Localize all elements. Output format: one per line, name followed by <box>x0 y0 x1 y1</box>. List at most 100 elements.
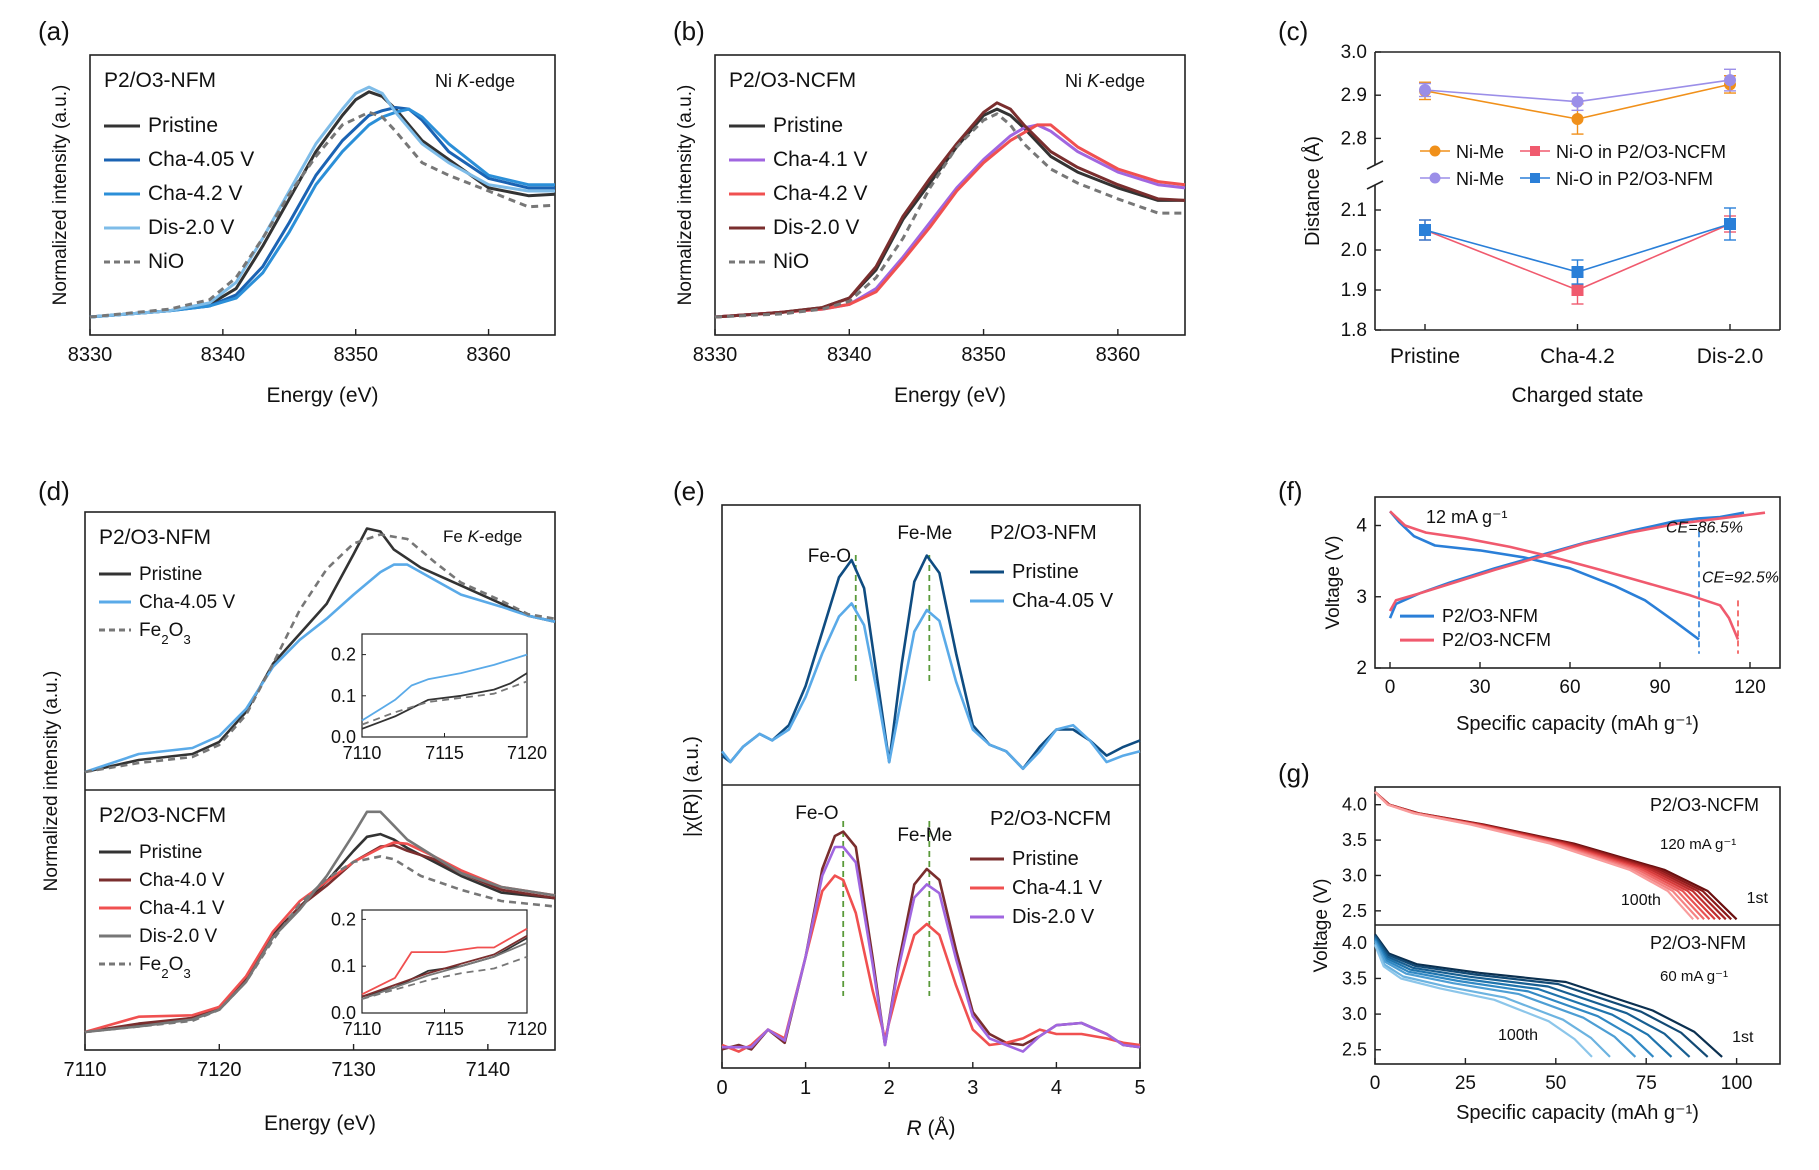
panel-d-inset-series-line <box>361 927 528 996</box>
panel-b-legend-label: Pristine <box>773 114 843 137</box>
panel-g-xtick-label: 25 <box>1455 1073 1476 1094</box>
panel-a-series-line <box>89 106 555 319</box>
panel-d-inset-xtick-label: 7110 <box>343 743 382 763</box>
panel-g-bottom-first-label: 1st <box>1732 1029 1754 1046</box>
panel-d-top-legend-label: Cha-4.05 V <box>139 592 235 613</box>
panel-d-inset-ytick-label: 0.1 <box>331 686 356 706</box>
panel-e-bottom-peak-label: Fe-O <box>795 803 838 824</box>
panel-a-legend-label: NiO <box>148 250 184 273</box>
panel-a-xtick-label: 8350 <box>333 344 378 366</box>
panel-f-ytick-label: 2 <box>1356 658 1367 679</box>
panel-g-xtick-label: 50 <box>1545 1073 1566 1094</box>
panel-f-series-line <box>1388 511 1766 612</box>
panel-d-top-title: P2/O3-NFM <box>99 526 211 549</box>
panel-e-xtick-label: 4 <box>1051 1077 1062 1099</box>
panel-d-xtick-label: 7140 <box>466 1059 511 1081</box>
panel-d-bottom-legend-label: Cha-4.0 V <box>139 870 225 891</box>
panel-a-series-line <box>89 85 555 319</box>
panel-b-series-line <box>714 112 1185 319</box>
panel-b-edge-label: Ni K-edge <box>1065 71 1145 91</box>
panel-f-ytick-label: 4 <box>1356 516 1367 537</box>
panel-e-top-legend-label: Cha-4.05 V <box>1012 590 1114 612</box>
panel-d-top-inset-frame <box>361 633 528 738</box>
panel-e-xtick-label: 2 <box>884 1077 895 1099</box>
panel-d-bottom-legend-label: Pristine <box>139 842 202 863</box>
panel-d-top-legend-label: Fe2O3 <box>139 620 191 647</box>
panel-e-top-title: P2/O3-NFM <box>990 522 1097 544</box>
panel-f-xlabel: Specific capacity (mAh g⁻¹) <box>1456 713 1699 735</box>
panel-d-inset-ytick-label: 0.1 <box>331 956 356 976</box>
panel-d-inset-xtick-label: 7120 <box>507 1019 547 1039</box>
panel-c-ytick-label: 3.0 <box>1341 42 1367 63</box>
panel-d-xtick-label: 7110 <box>63 1059 106 1081</box>
panel-a-xtick-label: 8340 <box>201 344 246 366</box>
panel-f-label: (f) <box>1278 476 1303 506</box>
panel-g-top-current-label: 120 mA g⁻¹ <box>1660 836 1736 853</box>
panel-e-bottom-series-line <box>721 874 1141 1053</box>
panel-g-ylabel: Voltage (V) <box>1311 879 1332 973</box>
panel-d-label: (d) <box>38 476 70 506</box>
panel-f-xtick-label: 30 <box>1469 677 1490 698</box>
panel-a-series-line <box>89 107 555 319</box>
panel-g-bottom-cycle-curve <box>1374 933 1723 1058</box>
panel-b-legend-label: Dis-2.0 V <box>773 216 859 239</box>
panel-b-xtick-label: 8340 <box>827 344 872 366</box>
panel-e-xtick-label: 5 <box>1134 1077 1145 1099</box>
panel-c-ytick-label: 1.8 <box>1341 320 1367 341</box>
panel-g-xtick-label: 100 <box>1721 1073 1753 1094</box>
panel-g-xtick-label: 75 <box>1636 1073 1657 1094</box>
panel-d-inset-ytick-label: 0.2 <box>331 909 356 929</box>
panel-f-legend-label: P2/O3-NCFM <box>1442 630 1551 650</box>
panel-d-inset-xtick-label: 7110 <box>343 1019 382 1039</box>
panel-d-inset-ytick-label: 0.0 <box>331 727 356 747</box>
panel-g-top-last-label: 100th <box>1621 892 1661 909</box>
panel-a-legend-label: Cha-4.05 V <box>148 148 254 171</box>
panel-d-inset-series-line <box>361 941 528 1000</box>
panel-d-top-series-line <box>84 563 556 774</box>
panel-g-bottom-cycle-curve <box>1374 934 1709 1058</box>
panel-a-xlabel: Energy (eV) <box>266 384 378 407</box>
panel-d-bottom-title: P2/O3-NCFM <box>99 804 226 827</box>
panel-d-xlabel: Energy (eV) <box>264 1112 376 1135</box>
panel-g-bottom-cycle-curve <box>1373 943 1611 1058</box>
panel-g-xlabel: Specific capacity (mAh g⁻¹) <box>1456 1102 1699 1124</box>
panel-f-legend-label: P2/O3-NFM <box>1442 606 1538 626</box>
panel-g-bottom-cycle-curve <box>1374 937 1673 1058</box>
panel-f-xtick-label: 90 <box>1649 677 1670 698</box>
panel-c-marker <box>1419 224 1431 236</box>
panel-d-bottom-legend-label: Fe2O3 <box>139 954 191 981</box>
panel-a-series-line <box>89 110 556 319</box>
panel-c-xtick-label: Cha-4.2 <box>1540 345 1615 368</box>
panel-e-label: (e) <box>673 476 705 506</box>
panel-c-legend-marker <box>1530 146 1540 156</box>
panel-e-xlabel: R (Å) <box>907 1117 956 1140</box>
panel-g-top-cycle-curve <box>1374 791 1695 921</box>
panel-g-top-title: P2/O3-NCFM <box>1650 795 1759 815</box>
panel-a-xtick-label: 8330 <box>68 344 113 366</box>
panel-a-legend-label: Dis-2.0 V <box>148 216 234 239</box>
panel-c-axis-break <box>1366 180 1384 190</box>
panel-g-top-ytick-label: 3.0 <box>1342 865 1367 885</box>
panel-f-xtick-label: 0 <box>1385 677 1396 698</box>
panel-c-legend-marker <box>1429 145 1441 157</box>
panel-e-xtick-label: 3 <box>967 1077 978 1099</box>
panel-d-inset-series-line <box>361 955 528 1000</box>
panel-f-ytick-label: 3 <box>1356 587 1367 608</box>
panel-f-current-label: 12 mA g⁻¹ <box>1426 507 1508 527</box>
panel-d-edge-label: Fe K-edge <box>443 527 522 546</box>
panel-g-bottom-last-label: 100th <box>1498 1027 1538 1044</box>
panel-b-xtick-label: 8330 <box>693 344 738 366</box>
panel-e-bottom-legend-label: Cha-4.1 V <box>1012 877 1103 899</box>
panel-b-xtick-label: 8360 <box>1096 344 1141 366</box>
panel-e-bottom-legend-label: Dis-2.0 V <box>1012 906 1095 928</box>
panel-g-top-ytick-label: 2.5 <box>1342 901 1367 921</box>
panel-e-xtick-label: 1 <box>800 1077 811 1099</box>
panel-d-top-series-line <box>84 533 556 774</box>
panel-d-bottom-legend-label: Cha-4.1 V <box>139 898 225 919</box>
panel-e-top-peak-label: Fe-O <box>808 546 851 567</box>
panel-b-ylabel: Normalized intensity (a.u.) <box>675 85 696 306</box>
panel-a-legend-label: Pristine <box>148 114 218 137</box>
panel-c-legend-label: Ni-O in P2/O3-NFM <box>1556 169 1713 189</box>
panel-e-bottom-title: P2/O3-NCFM <box>990 808 1111 830</box>
